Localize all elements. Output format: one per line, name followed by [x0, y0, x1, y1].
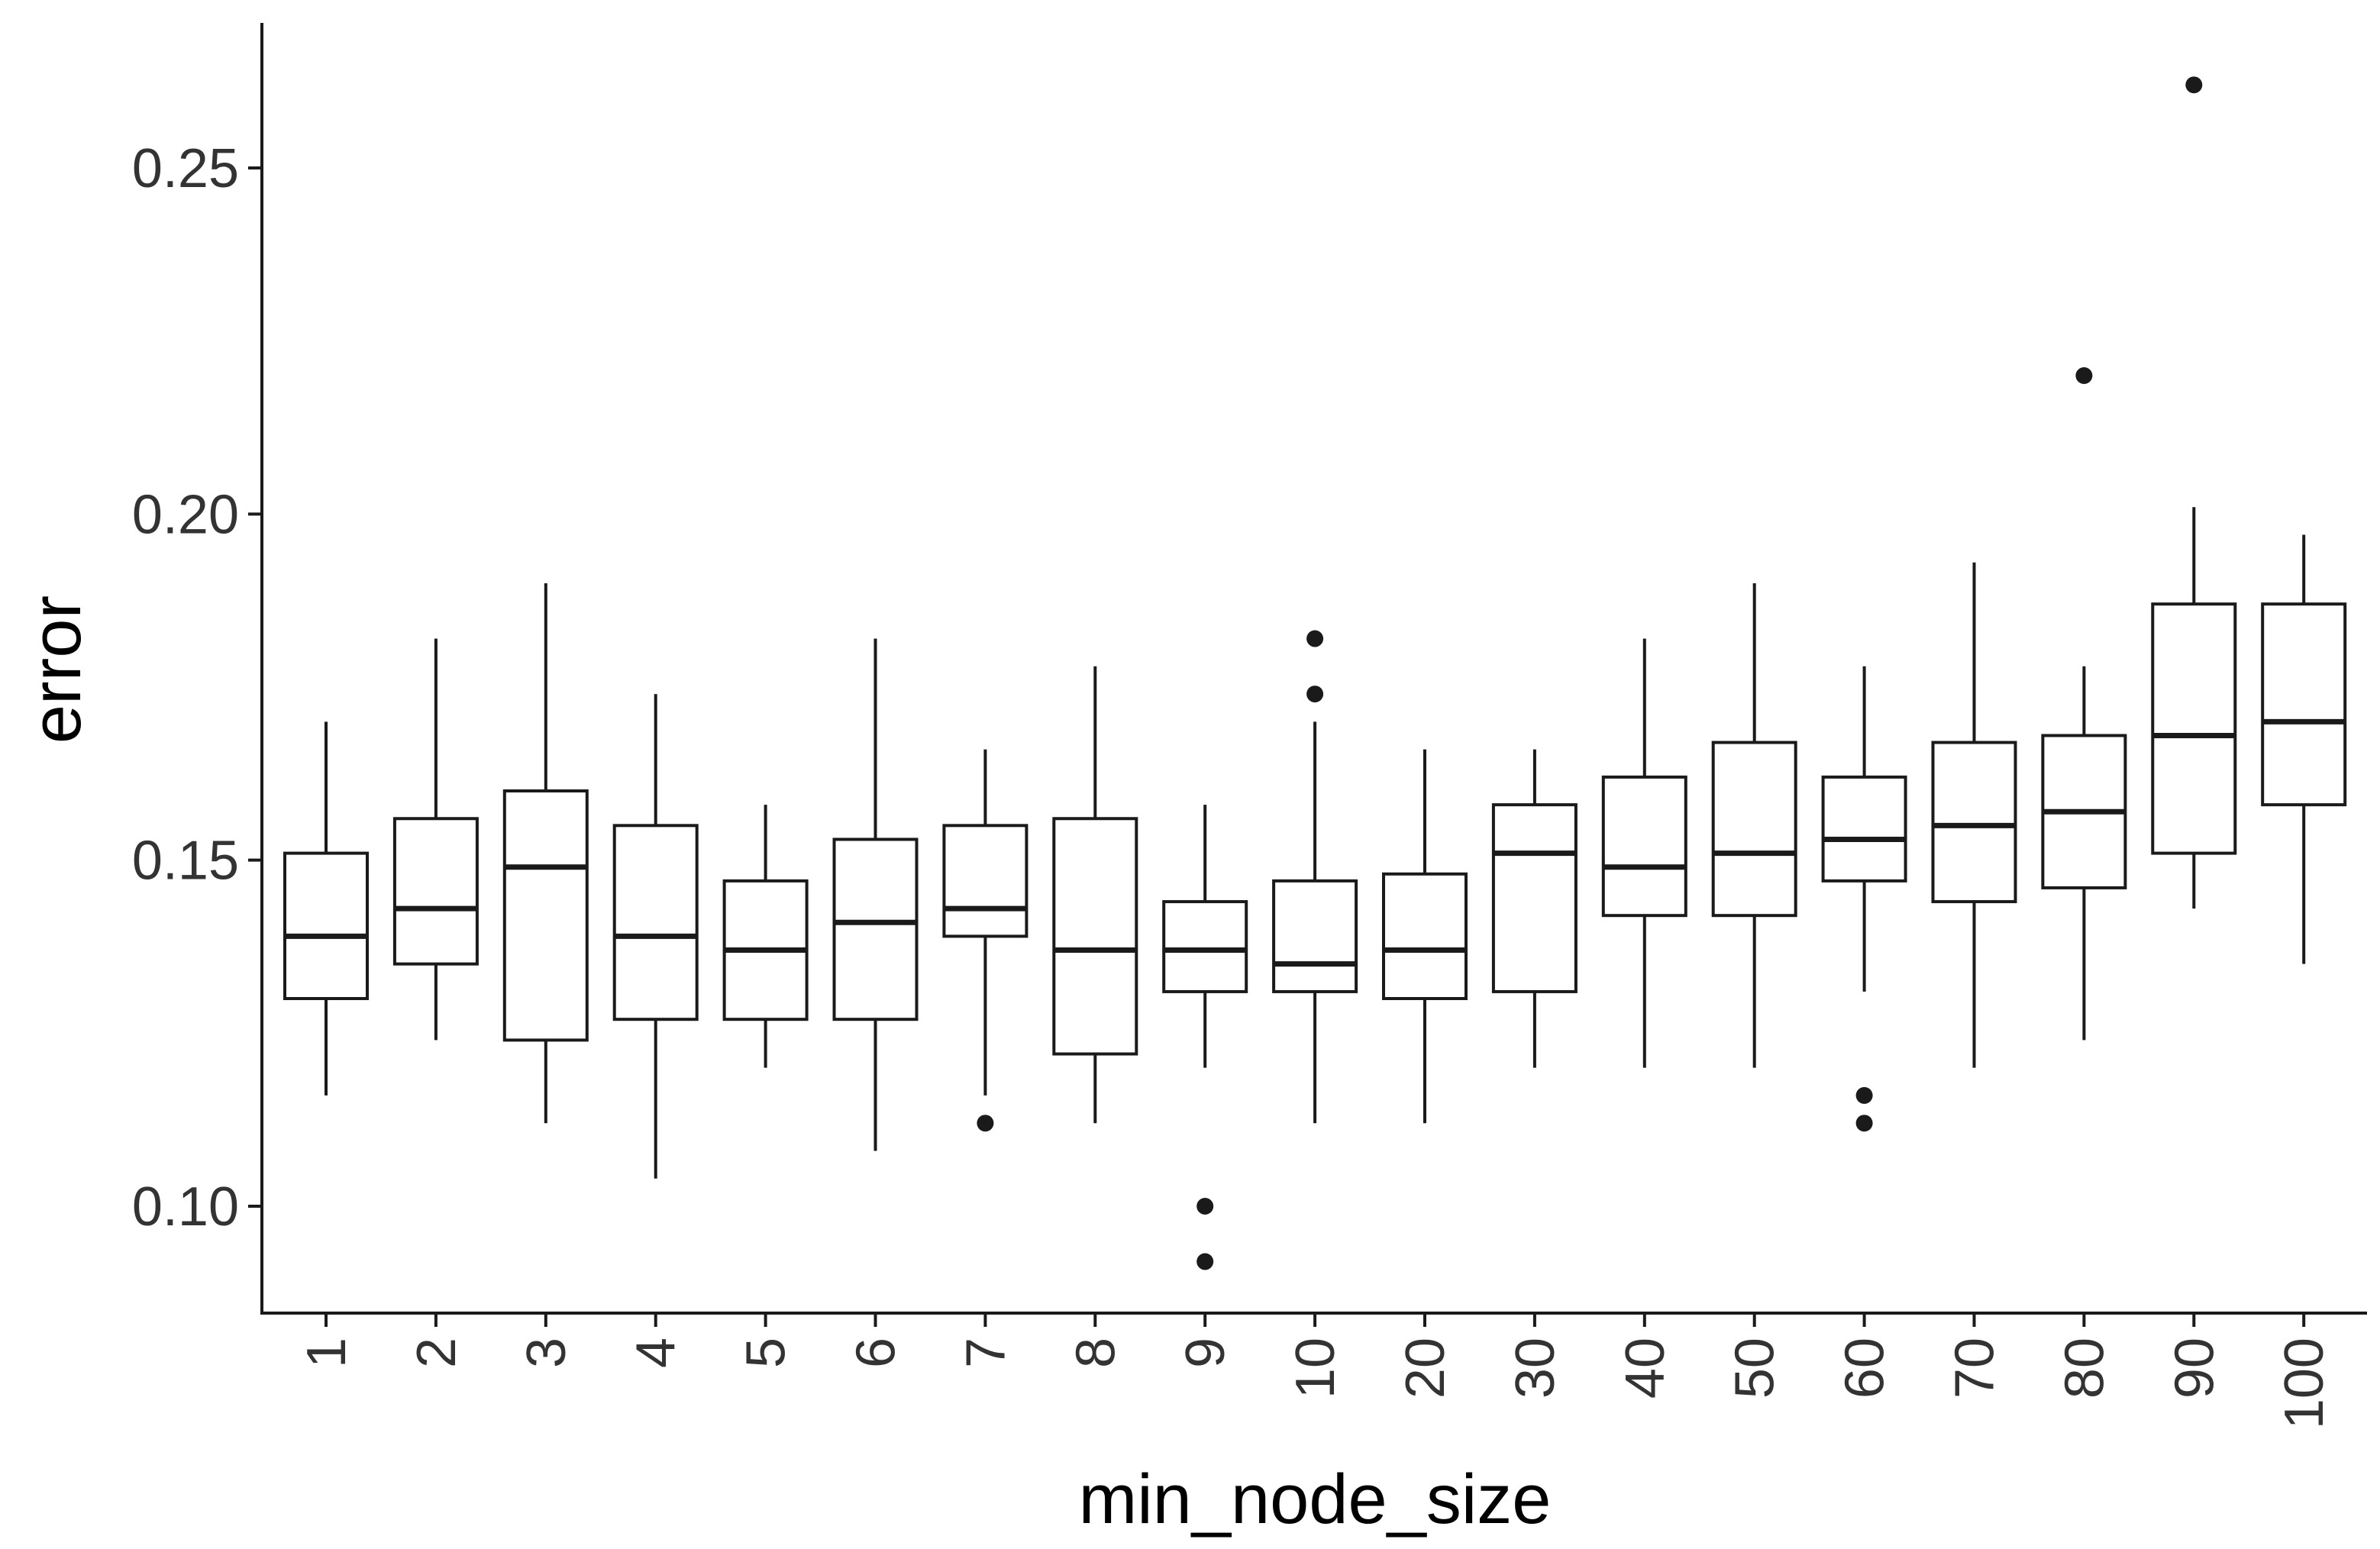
- y-tick-label: 0.20: [132, 484, 239, 545]
- x-tick-label: 9: [1175, 1338, 1236, 1368]
- box-group-60: [1821, 666, 1907, 1132]
- x-tick-label: 80: [2054, 1338, 2115, 1399]
- y-tick-label: 0.15: [132, 831, 239, 892]
- box-group-9: [1162, 805, 1248, 1270]
- box-iqr: [392, 817, 479, 966]
- box-group-40: [1601, 638, 1687, 1068]
- x-tick-label: 70: [1945, 1338, 2006, 1399]
- x-tick-label: 90: [2164, 1338, 2225, 1399]
- x-tick-label: 3: [516, 1338, 577, 1368]
- box-iqr: [1382, 872, 1468, 1001]
- y-axis-title: error: [18, 595, 95, 744]
- outlier-point: [1306, 630, 1324, 647]
- outlier-point: [1855, 1086, 1873, 1104]
- box-group-5: [722, 805, 809, 1068]
- box-group-20: [1382, 749, 1468, 1124]
- box-group-10: [1272, 630, 1358, 1124]
- box-group-4: [612, 694, 699, 1179]
- box-group-70: [1931, 562, 2017, 1068]
- x-tick-label: 50: [1725, 1338, 1786, 1399]
- x-tick-label: 2: [406, 1338, 467, 1368]
- plot-marks: [283, 76, 2347, 1270]
- box-iqr: [1272, 879, 1358, 993]
- y-axis-ticks: 0.10 0.15 0.20 0.25: [132, 138, 262, 1238]
- y-tick-label: 0.10: [132, 1176, 239, 1238]
- x-tick-label: 10: [1285, 1338, 1346, 1399]
- box-group-3: [502, 583, 589, 1124]
- y-tick-label: 0.25: [132, 138, 239, 199]
- box-iqr: [502, 789, 589, 1042]
- box-iqr: [1601, 775, 1687, 918]
- outlier-point: [2075, 367, 2093, 384]
- x-tick-label: 60: [1835, 1338, 1896, 1399]
- box-iqr: [1821, 775, 1907, 883]
- outlier-point: [1196, 1253, 1214, 1270]
- box-group-90: [2151, 76, 2237, 909]
- box-iqr: [1162, 900, 1248, 993]
- x-tick-label: 8: [1065, 1338, 1126, 1368]
- box-group-1: [283, 721, 369, 1096]
- x-tick-label: 4: [626, 1338, 687, 1368]
- x-axis-title: min_node_size: [1079, 1460, 1552, 1538]
- box-group-6: [832, 638, 919, 1151]
- box-iqr: [2261, 602, 2347, 807]
- box-group-7: [942, 749, 1029, 1132]
- outlier-point: [977, 1115, 994, 1132]
- outlier-point: [2185, 76, 2203, 94]
- box-iqr: [612, 824, 699, 1021]
- box-group-8: [1052, 666, 1138, 1124]
- box-group-80: [2041, 367, 2127, 1041]
- outlier-point: [1306, 686, 1324, 703]
- x-tick-label: 5: [736, 1338, 797, 1368]
- box-iqr: [1931, 741, 2017, 904]
- box-iqr: [2151, 602, 2237, 855]
- x-tick-label: 100: [2274, 1338, 2335, 1429]
- box-group-30: [1491, 749, 1578, 1068]
- box-iqr: [1491, 803, 1578, 993]
- box-iqr: [283, 851, 369, 1000]
- box-iqr: [942, 824, 1029, 938]
- x-tick-label: 30: [1505, 1338, 1566, 1399]
- box-iqr: [1711, 741, 1797, 918]
- x-tick-label: 6: [846, 1338, 907, 1368]
- x-axis-ticks: 1 2 3 4 5 6 7 8 9 10 20 30 40 50 60 70 80 90 100: [296, 1313, 2335, 1429]
- box-group-100: [2261, 534, 2347, 964]
- box-group-2: [392, 638, 479, 1041]
- outlier-point: [1196, 1198, 1214, 1215]
- x-tick-label: 20: [1395, 1338, 1456, 1399]
- box-group-50: [1711, 583, 1797, 1068]
- box-iqr: [1052, 817, 1138, 1056]
- box-iqr: [832, 837, 919, 1021]
- x-tick-label: 7: [955, 1338, 1016, 1368]
- x-tick-label: 1: [296, 1338, 357, 1368]
- outlier-point: [1855, 1115, 1873, 1132]
- x-tick-label: 40: [1615, 1338, 1676, 1399]
